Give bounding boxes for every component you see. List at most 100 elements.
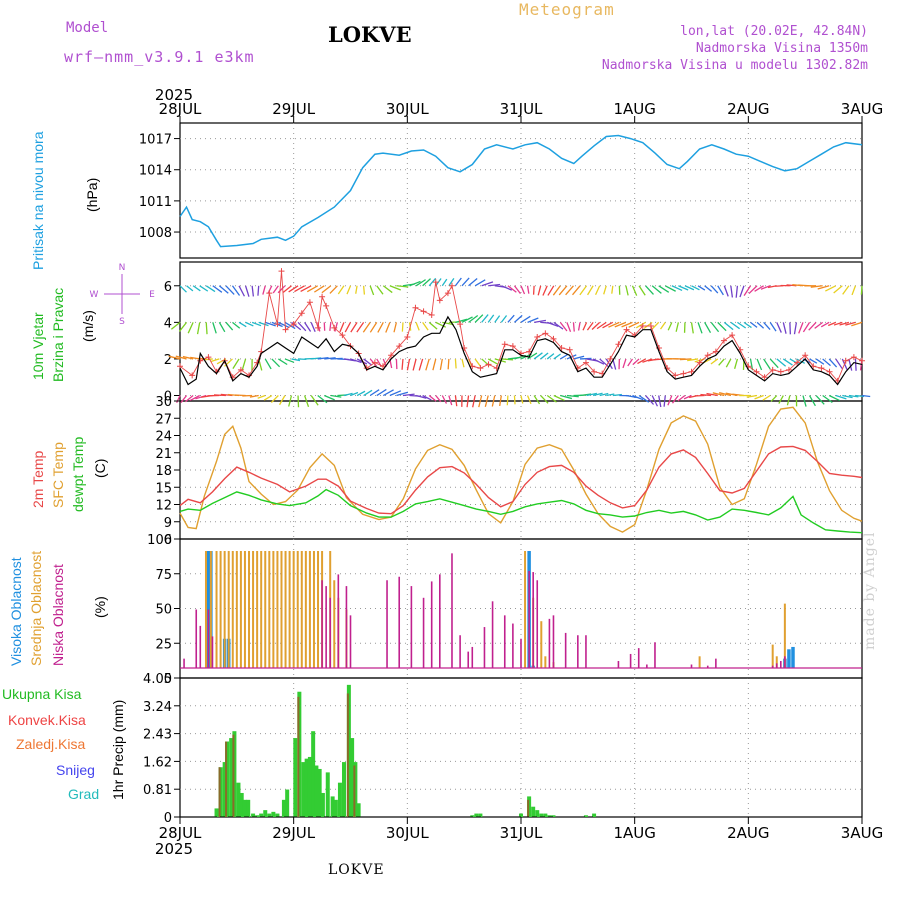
wind-barb [350, 322, 358, 333]
wind-barb [546, 353, 555, 360]
wind-barb [842, 285, 850, 295]
wind-barb [212, 285, 223, 293]
conv-precip-bar [218, 767, 221, 817]
wind-barb [663, 395, 666, 407]
wind-barb [553, 394, 565, 402]
total-precip-bar [281, 799, 286, 817]
wind-barb [566, 354, 577, 360]
wind-barb [343, 392, 353, 397]
wind-gust-marker [769, 366, 776, 373]
ytick-label-temp: 21 [155, 447, 172, 462]
wind-barb [264, 358, 272, 370]
wind-barb [514, 314, 523, 323]
total-precip-bar [307, 756, 312, 817]
wind-barb [527, 317, 539, 323]
wind-barb [376, 388, 387, 397]
wind-barb [501, 358, 514, 361]
wind-barb [769, 321, 777, 332]
wind-barb [851, 321, 863, 327]
ytick-label-temp: 15 [155, 481, 172, 496]
ytick-label-precip: 0.81 [143, 783, 172, 798]
wind-barb [546, 394, 557, 403]
wind-barb [199, 285, 209, 292]
wind-barb [439, 358, 443, 370]
ytick-label-wind: 0 [164, 390, 172, 405]
total-precip-bar [337, 782, 342, 817]
wind-barb [572, 322, 575, 332]
wind-barb [484, 395, 489, 408]
total-precip-bar [255, 815, 260, 817]
total-precip-bar [356, 803, 361, 817]
wind-gust-marker [197, 357, 204, 364]
wind-barb [743, 321, 752, 329]
wind-barb [195, 394, 207, 400]
ytick-label-pressure: 1014 [139, 164, 172, 179]
total-precip-bar [271, 811, 276, 817]
wind-barb [182, 355, 194, 360]
ytick-label-precip: 1.62 [143, 755, 172, 770]
wind-barb [594, 285, 601, 296]
wind-barb [474, 314, 484, 323]
wind-barb [719, 392, 731, 397]
wind-gust-marker [477, 365, 484, 372]
wind-barb [257, 285, 260, 296]
wind-barb [428, 321, 438, 330]
wind-barb [448, 395, 453, 406]
wind-barb [186, 285, 194, 292]
compass-s: S [119, 317, 125, 327]
wind-gust-marker [428, 312, 435, 319]
total-precip-bar [543, 813, 548, 817]
wind-barb [425, 358, 430, 371]
wind-barb [592, 358, 605, 365]
wind-barb [321, 285, 332, 294]
wind-gust-marker [290, 321, 297, 328]
wind-barb [369, 285, 375, 296]
wind-barb [313, 285, 325, 293]
wind-barb [683, 394, 692, 400]
bottom-date-label: 30JUL [386, 824, 429, 842]
wind-barb [468, 278, 478, 287]
wind-barb [612, 393, 622, 397]
wind-gust-marker [396, 343, 403, 350]
wind-barb [402, 393, 415, 397]
wind-barb [827, 321, 837, 327]
total-precip-bar [320, 792, 325, 817]
ytick-label-precip: 3.24 [143, 700, 172, 715]
wind-barb [461, 358, 465, 368]
meteogram-title: Meteogram [519, 0, 615, 19]
wind-barb [454, 277, 462, 287]
wind-gust-marker [802, 352, 809, 359]
wind-barb [196, 322, 201, 335]
total-precip-bar [301, 762, 306, 817]
wind-barb [389, 390, 402, 397]
wind-barb [608, 321, 620, 328]
wind-gust-marker [339, 332, 346, 339]
wind-gust-marker [420, 308, 427, 315]
wind-barb [547, 321, 559, 328]
wind-barb [798, 322, 804, 334]
wind-barb [763, 358, 771, 370]
wind-barb [478, 395, 483, 408]
wind-barb [793, 322, 798, 335]
ytick-label-temp: 24 [155, 430, 172, 445]
wind-barb [412, 358, 417, 371]
wind-barb [363, 389, 373, 397]
wind-barb [232, 358, 240, 369]
wind-barb [317, 356, 329, 360]
wind-barb [658, 395, 662, 408]
wind-barb [205, 322, 208, 335]
wind-barb [553, 353, 561, 360]
wind-barb [602, 321, 614, 329]
bottom-date-label: 2AUG [727, 824, 769, 842]
wind-barb [651, 395, 659, 407]
wind-barb [769, 358, 779, 369]
wind-barb [664, 285, 676, 292]
top-date-label: 28JUL [159, 100, 202, 118]
wind-barb [651, 285, 662, 294]
wind-barb [520, 285, 526, 295]
wind-barb [671, 285, 683, 292]
total-precip-bar [285, 789, 290, 817]
ytick-label-wind: 2 [164, 353, 172, 368]
legend-conv-precip: Konvek.Kisa [8, 712, 86, 728]
bottom-date-label: 29JUL [272, 824, 315, 842]
